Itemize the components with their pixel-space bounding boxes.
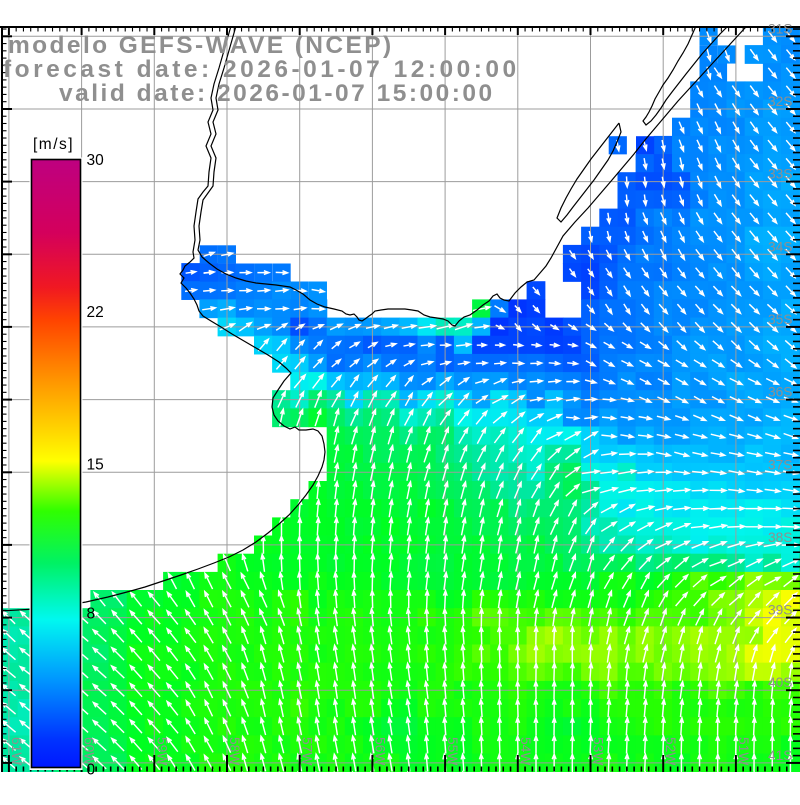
svg-text:30: 30 [87,152,105,169]
svg-text:51W: 51W [736,737,751,765]
svg-text:53W: 53W [591,737,606,765]
svg-text:[m/s]: [m/s] [33,136,74,153]
svg-text:35S: 35S [768,312,793,327]
svg-text:38S: 38S [768,530,793,545]
svg-text:37S: 37S [768,457,793,472]
svg-text:31S: 31S [768,21,793,36]
svg-text:60W: 60W [82,737,97,765]
svg-text:modelo GEFS-WAVE (NCEP): modelo GEFS-WAVE (NCEP) [8,32,394,59]
svg-text:56W: 56W [372,737,387,765]
svg-text:0: 0 [87,762,96,779]
svg-text:52W: 52W [663,737,678,765]
svg-text:33S: 33S [768,167,793,182]
svg-text:8: 8 [87,606,96,623]
svg-text:40S: 40S [768,675,793,690]
svg-text:36S: 36S [768,385,793,400]
svg-text:41S: 41S [768,748,793,763]
svg-text:59W: 59W [154,737,169,765]
svg-text:22: 22 [87,304,104,321]
svg-text:54W: 54W [518,737,533,765]
svg-text:34S: 34S [768,239,793,254]
svg-text:58W: 58W [227,737,242,765]
svg-text:57W: 57W [300,737,315,765]
svg-text:39S: 39S [768,603,793,618]
svg-text:forecast date: 2026-01-07 12:0: forecast date: 2026-01-07 12:00:00 [3,56,520,83]
svg-text:61W: 61W [9,737,24,765]
svg-text:valid date: 2026-01-07 15:00:0: valid date: 2026-01-07 15:00:00 [59,80,495,107]
svg-text:55W: 55W [445,737,460,765]
svg-text:32S: 32S [768,94,793,109]
svg-text:15: 15 [87,457,104,474]
